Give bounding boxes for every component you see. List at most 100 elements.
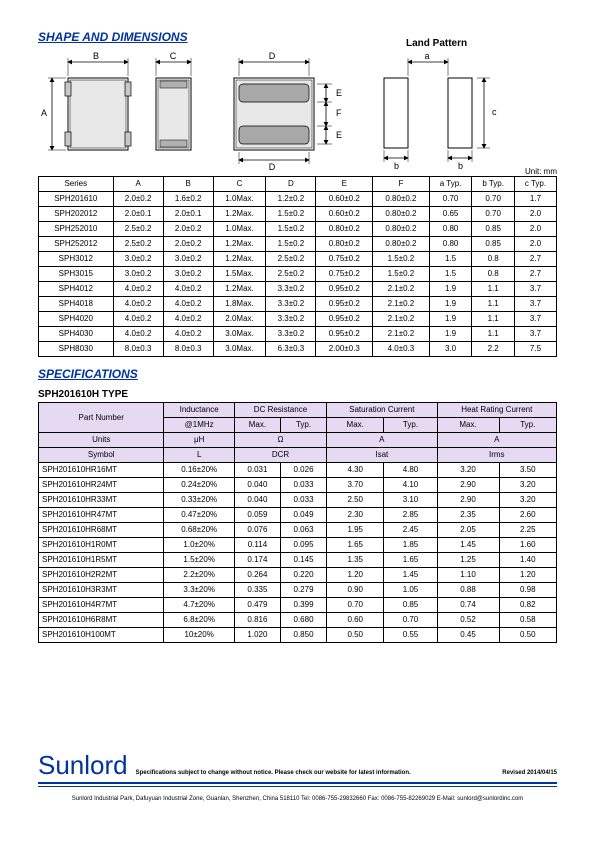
dim-header-cell: a Typ. bbox=[429, 177, 472, 192]
dim-cell: 0.8 bbox=[472, 252, 515, 267]
spec-cell: 2.85 bbox=[384, 508, 437, 523]
spec-cell: 1.05 bbox=[384, 583, 437, 598]
spec-cell: 3.3±20% bbox=[164, 583, 234, 598]
spec-cell: SPH201610HR16MT bbox=[39, 463, 164, 478]
dim-header-cell: D bbox=[266, 177, 316, 192]
brand-logo: Sunlord bbox=[38, 750, 128, 781]
dim-cell: 0.85 bbox=[472, 237, 515, 252]
table-row: SPH201610HR47MT0.47±20%0.0590.0492.302.8… bbox=[39, 508, 557, 523]
table-row: SPH201610H3R3MT3.3±20%0.3350.2790.901.05… bbox=[39, 583, 557, 598]
dim-cell: 1.2Max. bbox=[213, 282, 266, 297]
dim-cell: 3.0±0.2 bbox=[113, 252, 163, 267]
spec-cell: 2.25 bbox=[499, 523, 557, 538]
spec-cell: SPH201610HR24MT bbox=[39, 478, 164, 493]
spec-cell: 0.47±20% bbox=[164, 508, 234, 523]
dimensions-table: SeriesABCDEFa Typ.b Typ.c Typ. SPH201610… bbox=[38, 176, 557, 357]
spec-h4-0: Symbol bbox=[39, 448, 164, 463]
dim-cell: 3.3±0.2 bbox=[266, 327, 316, 342]
spec-cell: SPH201610HR68MT bbox=[39, 523, 164, 538]
spec-cell: 6.8±20% bbox=[164, 613, 234, 628]
spec-cell: 1.10 bbox=[437, 568, 499, 583]
dim-cell: 0.75±0.2 bbox=[316, 252, 373, 267]
spec-cell: 0.52 bbox=[437, 613, 499, 628]
spec-cell: 0.145 bbox=[280, 553, 326, 568]
dim-cell: 0.80±0.2 bbox=[373, 192, 430, 207]
spec-cell: 4.80 bbox=[384, 463, 437, 478]
spec-h-heat: Heat Rating Current bbox=[437, 403, 556, 418]
spec-h4-2: DCR bbox=[234, 448, 326, 463]
dim-cell: 4.0±0.2 bbox=[113, 282, 163, 297]
table-row: SPH201610H4R7MT4.7±20%0.4790.3990.700.85… bbox=[39, 598, 557, 613]
table-row: SPH2016102.0±0.21.6±0.21.0Max.1.2±0.20.6… bbox=[39, 192, 557, 207]
spec-h4-4: Irms bbox=[437, 448, 556, 463]
dim-cell: SPH4020 bbox=[39, 312, 114, 327]
spec-cell: 4.30 bbox=[327, 463, 384, 478]
spec-subheader: @1MHz bbox=[164, 418, 234, 433]
dim-b2: b bbox=[458, 161, 463, 171]
dim-cell: 0.80±0.2 bbox=[373, 207, 430, 222]
dim-header-cell: c Typ. bbox=[514, 177, 556, 192]
diagram-top-view: B A bbox=[38, 52, 138, 172]
dim-header-cell: E bbox=[316, 177, 373, 192]
spec-cell: 0.45 bbox=[437, 628, 499, 643]
spec-cell: 0.33±20% bbox=[164, 493, 234, 508]
spec-cell: SPH201610H2R2MT bbox=[39, 568, 164, 583]
spec-cell: 0.174 bbox=[234, 553, 280, 568]
spec-cell: 2.45 bbox=[384, 523, 437, 538]
spec-cell: 0.279 bbox=[280, 583, 326, 598]
dim-cell: 2.7 bbox=[514, 252, 556, 267]
spec-cell: 1.85 bbox=[384, 538, 437, 553]
spec-cell: 0.90 bbox=[327, 583, 384, 598]
dim-cell: 4.0±0.2 bbox=[163, 327, 213, 342]
table-row: SPH40184.0±0.24.0±0.21.8Max.3.3±0.20.95±… bbox=[39, 297, 557, 312]
spec-cell: 0.85 bbox=[384, 598, 437, 613]
table-row: SPH30123.0±0.23.0±0.21.2Max.2.5±0.20.75±… bbox=[39, 252, 557, 267]
dim-header-cell: A bbox=[113, 177, 163, 192]
spec-cell: 0.076 bbox=[234, 523, 280, 538]
dim-cell: 0.65 bbox=[429, 207, 472, 222]
dim-header-cell: B bbox=[163, 177, 213, 192]
dim-cell: 1.7 bbox=[514, 192, 556, 207]
dim-cell: 1.1 bbox=[472, 312, 515, 327]
dim-cell: 1.1 bbox=[472, 327, 515, 342]
dim-cell: 3.0±0.2 bbox=[163, 267, 213, 282]
spec-cell: 0.033 bbox=[280, 478, 326, 493]
spec-subheader: Typ. bbox=[384, 418, 437, 433]
spec-cell: 3.20 bbox=[499, 493, 557, 508]
table-row: SPH201610H2R2MT2.2±20%0.2640.2201.201.45… bbox=[39, 568, 557, 583]
dim-cell: 2.0 bbox=[514, 222, 556, 237]
spec-cell: SPH201610H100MT bbox=[39, 628, 164, 643]
spec-cell: 2.90 bbox=[437, 478, 499, 493]
dim-cell: 4.0±0.2 bbox=[113, 312, 163, 327]
spec-cell: SPH201610H6R8MT bbox=[39, 613, 164, 628]
table-row: SPH201610H1R0MT1.0±20%0.1140.0951.651.85… bbox=[39, 538, 557, 553]
dim-cell: 1.5 bbox=[429, 267, 472, 282]
spec-cell: 0.70 bbox=[327, 598, 384, 613]
spec-cell: 1.20 bbox=[327, 568, 384, 583]
spec-subheader: Typ. bbox=[499, 418, 557, 433]
dim-cell: 2.1±0.2 bbox=[373, 282, 430, 297]
spec-cell: SPH201610HR47MT bbox=[39, 508, 164, 523]
dim-cell: 1.5 bbox=[429, 252, 472, 267]
spec-cell: 3.70 bbox=[327, 478, 384, 493]
spec-cell: 0.114 bbox=[234, 538, 280, 553]
dim-cell: 0.80±0.2 bbox=[373, 222, 430, 237]
table-row: SPH201610HR24MT0.24±20%0.0400.0333.704.1… bbox=[39, 478, 557, 493]
dim-cell: 2.0 bbox=[514, 237, 556, 252]
spec-cell: 2.60 bbox=[499, 508, 557, 523]
dim-cell: 2.1±0.2 bbox=[373, 327, 430, 342]
spec-cell: 2.2±20% bbox=[164, 568, 234, 583]
spec-cell: 0.680 bbox=[280, 613, 326, 628]
dim-cell: 3.7 bbox=[514, 312, 556, 327]
dim-cell: 3.0±0.2 bbox=[163, 252, 213, 267]
spec-cell: 0.50 bbox=[327, 628, 384, 643]
dim-cell: 0.80±0.2 bbox=[316, 222, 373, 237]
diagram-pad-view: D E F E D bbox=[214, 52, 354, 172]
footer-address: Sunlord Industrial Park, Dafuyuan Indust… bbox=[38, 790, 557, 802]
dim-cell: 0.80±0.2 bbox=[316, 237, 373, 252]
dim-cell: 0.8 bbox=[472, 267, 515, 282]
dim-cell: 1.2Max. bbox=[213, 207, 266, 222]
spec-cell: 0.82 bbox=[499, 598, 557, 613]
spec-cell: 1.0±20% bbox=[164, 538, 234, 553]
dim-cell: 2.5±0.2 bbox=[266, 267, 316, 282]
